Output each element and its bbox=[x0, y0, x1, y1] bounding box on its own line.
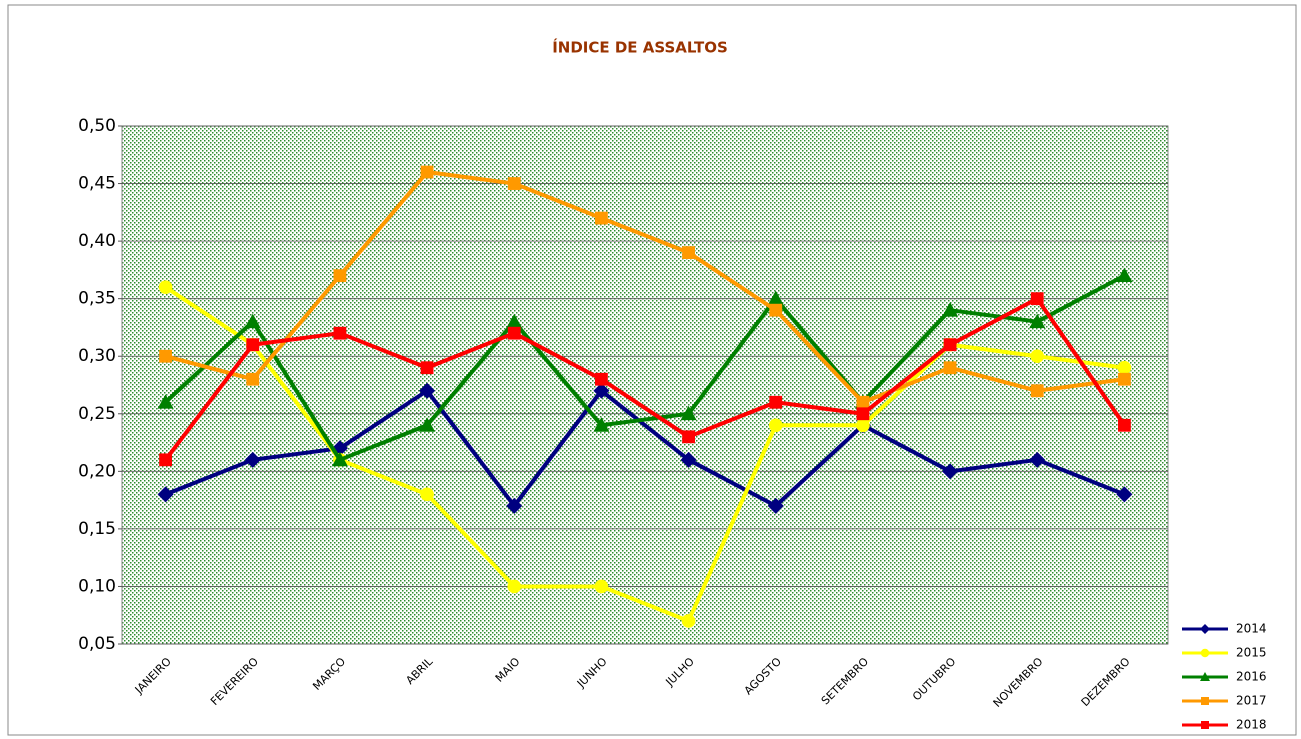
series-line bbox=[164, 388, 1126, 508]
marker bbox=[244, 313, 261, 329]
marker bbox=[1116, 267, 1133, 283]
marker bbox=[1116, 486, 1133, 503]
marker bbox=[506, 497, 523, 514]
marker bbox=[506, 313, 523, 329]
marker bbox=[419, 417, 436, 432]
marker bbox=[769, 303, 783, 317]
y-tick-label: 0,10 bbox=[78, 576, 116, 596]
y-tick-label: 0,50 bbox=[78, 116, 116, 136]
marker bbox=[157, 486, 174, 503]
marker bbox=[856, 407, 870, 421]
y-tick-label: 0,15 bbox=[78, 519, 116, 539]
marker bbox=[1118, 418, 1131, 432]
marker bbox=[680, 405, 697, 421]
marker bbox=[1117, 360, 1132, 375]
legend-label: 2016 bbox=[1236, 670, 1267, 684]
legend-label: 2018 bbox=[1236, 718, 1267, 732]
marker bbox=[682, 430, 695, 444]
marker bbox=[943, 338, 957, 352]
marker bbox=[856, 418, 870, 433]
marker bbox=[942, 302, 959, 317]
marker bbox=[1118, 372, 1131, 386]
legend-label: 2017 bbox=[1236, 694, 1267, 708]
marker bbox=[1201, 721, 1209, 729]
marker bbox=[246, 372, 260, 386]
series-line bbox=[164, 273, 1126, 462]
marker bbox=[159, 453, 172, 467]
marker bbox=[1030, 349, 1045, 364]
marker bbox=[593, 417, 610, 432]
marker bbox=[333, 326, 347, 340]
marker bbox=[420, 487, 434, 502]
marker bbox=[1200, 672, 1210, 681]
marker bbox=[856, 395, 870, 409]
marker bbox=[768, 418, 783, 433]
marker bbox=[767, 497, 784, 514]
marker bbox=[595, 211, 608, 225]
marker bbox=[507, 177, 521, 190]
marker bbox=[420, 165, 434, 179]
marker bbox=[507, 326, 521, 340]
marker bbox=[246, 338, 260, 352]
marker bbox=[682, 246, 695, 260]
marker bbox=[1200, 648, 1210, 658]
plot-area bbox=[121, 125, 1169, 645]
marker bbox=[157, 394, 174, 409]
y-tick-label: 0,40 bbox=[78, 231, 116, 251]
marker bbox=[769, 395, 783, 409]
y-tick-label: 0,05 bbox=[78, 634, 116, 654]
marker bbox=[943, 361, 957, 375]
series-line bbox=[163, 296, 1127, 462]
marker bbox=[942, 463, 959, 480]
marker bbox=[1030, 384, 1044, 398]
y-tick-label: 0,35 bbox=[78, 289, 116, 309]
marker bbox=[680, 451, 697, 468]
marker bbox=[420, 361, 434, 375]
marker bbox=[331, 451, 348, 467]
legend-label: 2014 bbox=[1236, 622, 1267, 636]
marker bbox=[244, 451, 261, 468]
series-line bbox=[164, 285, 1125, 623]
marker bbox=[1030, 292, 1044, 306]
series-line bbox=[165, 170, 1125, 405]
chart-title: ÍNDICE DE ASSALTOS bbox=[552, 38, 728, 57]
marker bbox=[419, 382, 436, 399]
marker bbox=[158, 280, 173, 294]
y-tick-label: 0,20 bbox=[78, 461, 116, 481]
marker bbox=[333, 269, 347, 283]
marker bbox=[681, 614, 696, 628]
marker bbox=[159, 349, 172, 363]
marker bbox=[1200, 624, 1210, 634]
marker bbox=[1201, 697, 1209, 705]
y-tick-label: 0,30 bbox=[78, 346, 116, 366]
marker bbox=[594, 579, 609, 594]
marker bbox=[1029, 313, 1046, 329]
marker bbox=[593, 382, 610, 399]
y-tick-label: 0,25 bbox=[78, 404, 116, 424]
marker bbox=[507, 579, 522, 594]
marker bbox=[767, 290, 784, 306]
marker bbox=[595, 372, 608, 386]
marker bbox=[1029, 451, 1046, 468]
y-tick-label: 0,45 bbox=[78, 174, 116, 194]
legend-label: 2015 bbox=[1236, 646, 1267, 660]
